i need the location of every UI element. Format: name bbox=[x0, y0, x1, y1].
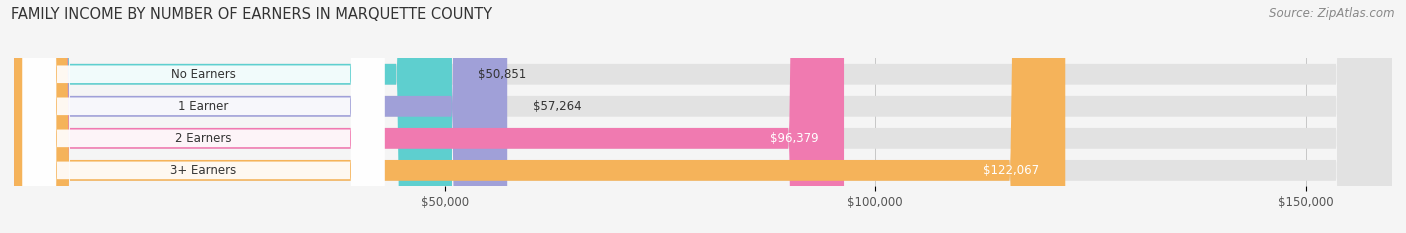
Text: $122,067: $122,067 bbox=[983, 164, 1039, 177]
Text: $57,264: $57,264 bbox=[533, 100, 582, 113]
FancyBboxPatch shape bbox=[14, 0, 508, 233]
FancyBboxPatch shape bbox=[22, 0, 384, 233]
Text: 2 Earners: 2 Earners bbox=[176, 132, 232, 145]
FancyBboxPatch shape bbox=[14, 0, 451, 233]
FancyBboxPatch shape bbox=[14, 0, 1392, 233]
FancyBboxPatch shape bbox=[22, 0, 384, 233]
FancyBboxPatch shape bbox=[22, 0, 384, 233]
Text: $50,851: $50,851 bbox=[478, 68, 526, 81]
FancyBboxPatch shape bbox=[14, 0, 1066, 233]
FancyBboxPatch shape bbox=[14, 0, 1392, 233]
Text: 3+ Earners: 3+ Earners bbox=[170, 164, 236, 177]
FancyBboxPatch shape bbox=[14, 0, 1392, 233]
Text: FAMILY INCOME BY NUMBER OF EARNERS IN MARQUETTE COUNTY: FAMILY INCOME BY NUMBER OF EARNERS IN MA… bbox=[11, 7, 492, 22]
FancyBboxPatch shape bbox=[14, 0, 844, 233]
Text: 1 Earner: 1 Earner bbox=[179, 100, 229, 113]
Text: No Earners: No Earners bbox=[172, 68, 236, 81]
Text: Source: ZipAtlas.com: Source: ZipAtlas.com bbox=[1270, 7, 1395, 20]
FancyBboxPatch shape bbox=[22, 0, 384, 233]
Text: $96,379: $96,379 bbox=[769, 132, 818, 145]
FancyBboxPatch shape bbox=[14, 0, 1392, 233]
